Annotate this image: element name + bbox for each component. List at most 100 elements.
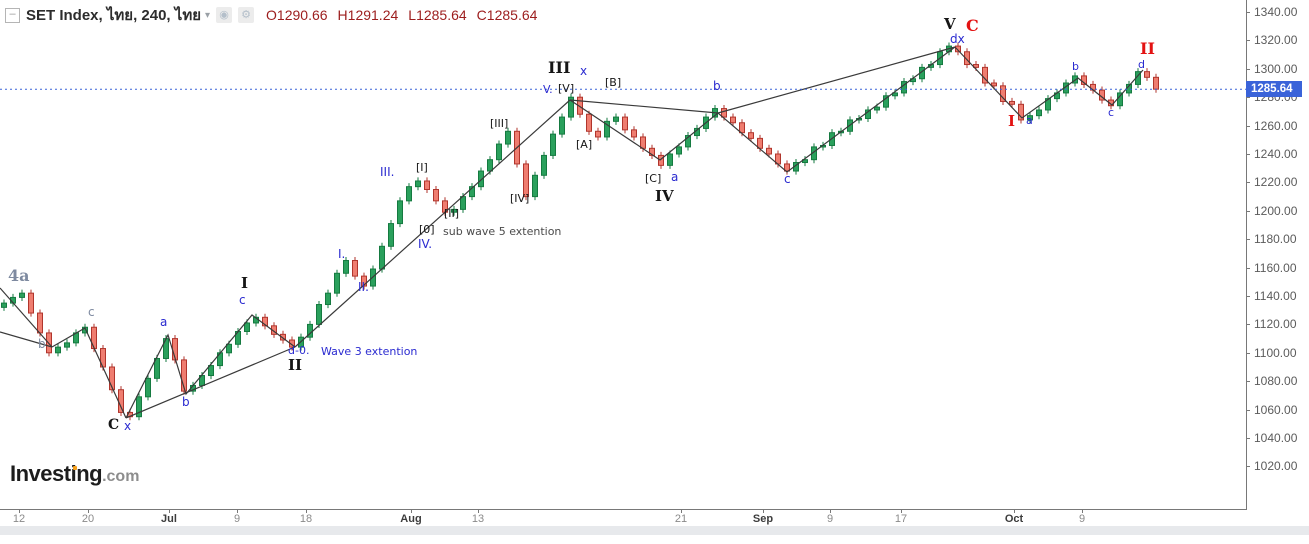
candle bbox=[334, 272, 340, 294]
trendline[interactable] bbox=[954, 46, 1144, 119]
time-axis-label: 18 bbox=[299, 513, 313, 525]
trendline[interactable] bbox=[0, 287, 53, 348]
time-tick bbox=[478, 509, 479, 513]
wave-label: sub wave 5 extention bbox=[443, 225, 562, 238]
trendline[interactable] bbox=[569, 46, 956, 173]
price-tick bbox=[1246, 210, 1250, 212]
wave-label: II. bbox=[358, 280, 369, 294]
time-axis-label: 17 bbox=[894, 513, 908, 525]
wave-label: V bbox=[944, 15, 956, 33]
price-tick bbox=[1246, 154, 1250, 155]
trendline[interactable] bbox=[717, 46, 956, 114]
price-tick bbox=[1246, 438, 1250, 439]
wave-label: dx bbox=[950, 32, 965, 46]
price-axis-label: 1200.00 bbox=[1254, 203, 1298, 218]
wave-label: IV. bbox=[418, 237, 433, 251]
last-price-badge: 1285.64 bbox=[1246, 81, 1302, 98]
candle bbox=[325, 292, 331, 306]
candle bbox=[469, 186, 475, 198]
wave-label: III bbox=[548, 58, 571, 77]
trendline[interactable] bbox=[569, 99, 719, 114]
candle bbox=[982, 66, 988, 84]
collapse-icon[interactable]: – bbox=[5, 7, 20, 23]
time-axis-label: 9 bbox=[826, 513, 834, 525]
candle bbox=[1018, 103, 1024, 121]
time-tick bbox=[681, 509, 682, 513]
candle bbox=[766, 147, 772, 155]
candle bbox=[640, 136, 646, 149]
trendline[interactable] bbox=[51, 327, 127, 419]
symbol-title[interactable]: SET Index, ไทย, 240, ไทย bbox=[26, 7, 201, 24]
candle bbox=[784, 163, 790, 172]
time-tick bbox=[763, 509, 764, 513]
candle bbox=[487, 159, 493, 172]
time-tick bbox=[830, 509, 831, 513]
price-axis-label: 1160.00 bbox=[1254, 260, 1297, 275]
time-axis-label: 9 bbox=[233, 513, 241, 525]
wave-label: [I] bbox=[416, 161, 428, 174]
wave-label: c bbox=[784, 172, 791, 186]
price-axis-label: 1060.00 bbox=[1254, 402, 1298, 417]
chevron-down-icon[interactable]: ▾ bbox=[205, 9, 211, 21]
wave-label: [III] bbox=[490, 117, 509, 130]
ohlc-value: C1285.64 bbox=[476, 7, 538, 23]
time-axis-label: 21 bbox=[674, 513, 688, 525]
trendline[interactable] bbox=[125, 314, 296, 419]
settings-gear-icon[interactable]: ⚙ bbox=[238, 7, 255, 23]
candle bbox=[523, 163, 529, 198]
candle bbox=[667, 153, 673, 166]
price-axis-label: 1180.00 bbox=[1254, 232, 1297, 247]
candle bbox=[1, 302, 7, 308]
wave-label: [A] bbox=[576, 138, 593, 151]
candle bbox=[595, 130, 601, 138]
candle bbox=[604, 120, 610, 138]
logo-suffix-text: .com bbox=[102, 468, 140, 485]
wave-label: 4a bbox=[8, 266, 30, 285]
candle bbox=[1045, 98, 1051, 111]
trendline[interactable] bbox=[125, 346, 296, 419]
candle bbox=[721, 108, 727, 118]
snapshot-icon[interactable]: ◉ bbox=[216, 7, 233, 23]
price-tick bbox=[1246, 267, 1250, 269]
candle bbox=[181, 359, 187, 392]
ohlc-value: O1290.66 bbox=[266, 7, 328, 23]
trendline[interactable] bbox=[0, 331, 53, 348]
candle bbox=[541, 154, 547, 176]
candlestick-canvas[interactable] bbox=[0, 0, 1247, 510]
wave-label: b bbox=[38, 337, 46, 351]
candle bbox=[64, 342, 70, 348]
candle bbox=[145, 377, 151, 398]
candle bbox=[748, 132, 754, 139]
price-tick bbox=[1246, 97, 1250, 99]
wave-label: a bbox=[671, 170, 679, 184]
wave-label: d bbox=[1138, 58, 1145, 71]
candle bbox=[730, 116, 736, 124]
wave-label: c bbox=[1108, 106, 1115, 119]
price-tick bbox=[1246, 381, 1250, 383]
logo-accent-dot bbox=[73, 466, 77, 470]
wave-label: C bbox=[966, 16, 979, 35]
time-tick bbox=[1082, 509, 1083, 513]
time-axis-label: 20 bbox=[81, 513, 95, 525]
candle bbox=[37, 312, 43, 334]
time-axis-label: Jul bbox=[161, 513, 177, 525]
price-tick bbox=[1246, 182, 1250, 184]
trendline[interactable] bbox=[294, 99, 571, 348]
time-tick bbox=[19, 509, 20, 513]
candle bbox=[388, 223, 394, 247]
candle bbox=[460, 196, 466, 210]
price-axis-label: 1340.00 bbox=[1254, 5, 1298, 19]
price-tick bbox=[1246, 125, 1250, 127]
candle bbox=[1027, 115, 1033, 121]
candle bbox=[559, 116, 565, 135]
candle bbox=[397, 200, 403, 225]
investing-logo: Investing.com bbox=[10, 461, 139, 487]
time-tick bbox=[237, 509, 238, 513]
price-axis-label: 1120.00 bbox=[1254, 317, 1297, 332]
candle bbox=[1009, 100, 1015, 105]
time-axis-label: 13 bbox=[471, 513, 485, 525]
price-axis-label: 1320.00 bbox=[1254, 33, 1298, 48]
price-tick bbox=[1246, 409, 1250, 411]
bottom-scroll-strip[interactable] bbox=[0, 526, 1309, 535]
candle bbox=[622, 116, 628, 131]
